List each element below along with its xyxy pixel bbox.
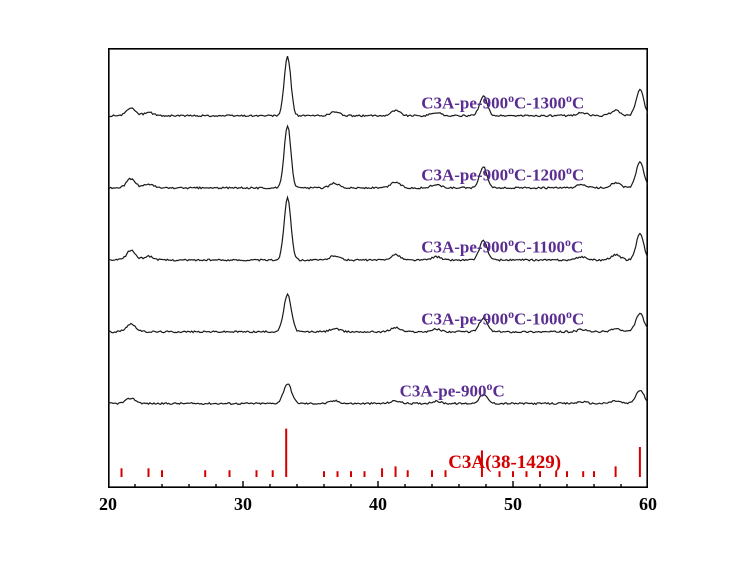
trace-label: C3A-pe-900oC-1000oC xyxy=(421,307,584,330)
xrd-plot-svg xyxy=(108,48,648,488)
trace-label: C3A-pe-900oC-1300oC xyxy=(421,91,584,114)
x-tick-label: 20 xyxy=(99,494,117,515)
x-tick-label: 50 xyxy=(504,494,522,515)
xrd-plot-area xyxy=(108,48,648,488)
trace-label: C3A-pe-900oC-1200oC xyxy=(421,163,584,186)
trace-label: C3A-pe-900oC-1100oC xyxy=(421,235,583,258)
x-tick-label: 40 xyxy=(369,494,387,515)
reference-label: C3A(38-1429) xyxy=(448,452,561,474)
reference-sticks xyxy=(122,429,640,477)
xrd-trace xyxy=(108,384,648,404)
x-tick-label: 30 xyxy=(234,494,252,515)
x-tick-label: 60 xyxy=(639,494,657,515)
trace-label: C3A-pe-900oC xyxy=(400,379,505,402)
